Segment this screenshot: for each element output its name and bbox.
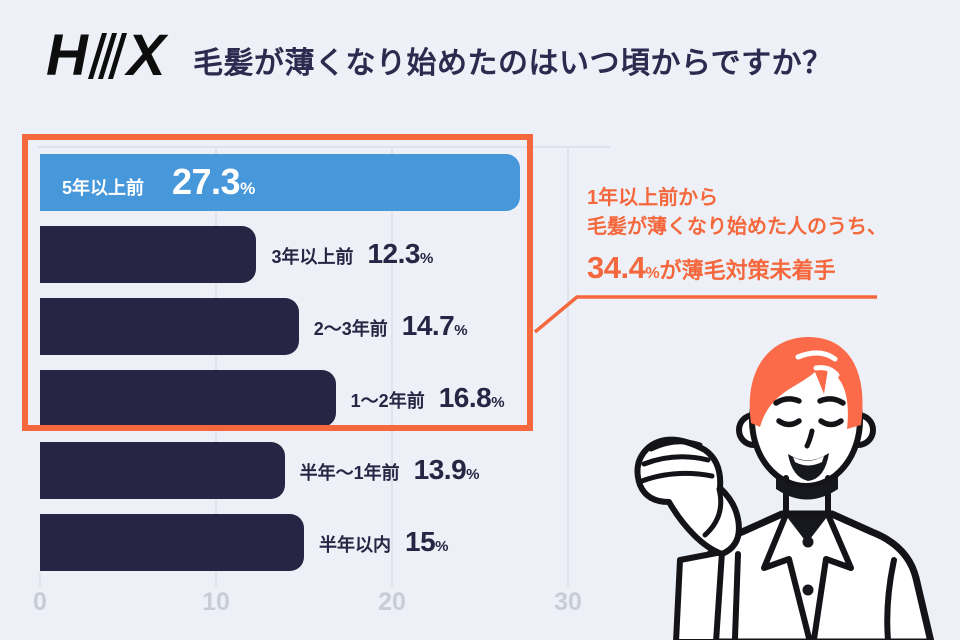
bar-row: 2〜3年前 14.7% bbox=[40, 290, 620, 362]
tick-mark bbox=[215, 574, 217, 586]
percent-sign: % bbox=[491, 394, 505, 411]
value-label: 16.8 bbox=[438, 382, 492, 413]
plot-top-border bbox=[38, 146, 610, 148]
page-title: 毛髪が薄くなり始めたのはいつ頃からですか？ bbox=[193, 47, 833, 80]
bar-半年以内 bbox=[40, 513, 304, 571]
value-label: 15 bbox=[405, 526, 436, 557]
logo-letter-h: H bbox=[46, 23, 88, 88]
bar-1〜2年前 bbox=[40, 369, 336, 427]
doctor-mascot-illustration bbox=[634, 336, 935, 640]
bar-5年以上前: 5年以上前 27.3% bbox=[40, 153, 521, 211]
tick-mark bbox=[391, 574, 393, 586]
bar-3年以上前 bbox=[40, 225, 257, 283]
category-label: 半年以内 bbox=[319, 535, 391, 555]
tick-mark bbox=[39, 574, 41, 586]
percent-sign: % bbox=[240, 179, 256, 198]
gridline bbox=[391, 146, 393, 583]
logo-slashes-icon bbox=[87, 33, 127, 79]
bar-row: 5年以上前 27.3% bbox=[40, 146, 620, 218]
bar-chart: 5年以上前 27.3% 3年以上前 12.3% 2〜3年前 14.7% 1〜2年前 16.8%… bbox=[33, 146, 620, 616]
bar-row: 3年以上前 12.3% bbox=[40, 218, 620, 290]
value-label: 13.9 bbox=[413, 454, 467, 485]
annotation-line-1: 1年以上前から bbox=[587, 187, 719, 209]
percent-sign: % bbox=[435, 538, 449, 555]
hix-logo: H X bbox=[46, 23, 166, 88]
bar-label: 半年〜1年前 13.9% bbox=[300, 454, 480, 486]
gridline bbox=[215, 146, 217, 583]
annotation-text: が薄毛対策未着手 bbox=[659, 258, 836, 283]
bar-半年〜1年前 bbox=[40, 441, 285, 499]
bar-2〜3年前 bbox=[40, 297, 299, 355]
category-label: 1〜2年前 bbox=[350, 391, 425, 411]
percent-sign: % bbox=[466, 466, 480, 483]
value-label: 12.3 bbox=[367, 238, 420, 269]
tick-mark bbox=[567, 574, 569, 586]
percent-sign: % bbox=[454, 322, 468, 339]
value-label: 14.7 bbox=[401, 310, 455, 341]
callout-annotation: 1年以上前から 毛髪が薄くなり始めた人のうち、 34.4 % が薄毛対策未着手 bbox=[587, 188, 887, 286]
bar-label: 半年以内 15% bbox=[319, 526, 449, 558]
bar-label: 5年以上前 27.3% bbox=[40, 161, 255, 203]
category-label: 2〜3年前 bbox=[313, 319, 388, 339]
category-label: 半年〜1年前 bbox=[299, 463, 400, 483]
annotation-line-2: 毛髪が薄くなり始めた人のうち、 bbox=[587, 216, 887, 238]
annotation-percent-sign: % bbox=[645, 265, 660, 282]
category-label: 3年以上前 bbox=[271, 247, 354, 267]
value-label: 27.3 bbox=[172, 161, 241, 202]
bar-row: 半年〜1年前 13.9% bbox=[40, 434, 620, 506]
category-label: 5年以上前 bbox=[62, 178, 145, 198]
x-axis-label: 30 bbox=[554, 588, 582, 616]
percent-sign: % bbox=[419, 250, 434, 267]
leader-line bbox=[533, 295, 877, 334]
x-axis-label: 20 bbox=[378, 588, 406, 616]
x-axis-label: 0 bbox=[33, 588, 47, 616]
bar-label: 1〜2年前 16.8% bbox=[351, 382, 505, 414]
bar-label: 2〜3年前 14.7% bbox=[314, 310, 468, 342]
logo-letter-x: X bbox=[126, 23, 166, 88]
gridline bbox=[567, 146, 569, 583]
annotation-value: 34.4 bbox=[587, 250, 646, 285]
bar-row: 半年以内 15% bbox=[40, 506, 620, 578]
x-axis-label: 10 bbox=[202, 588, 230, 616]
highlight-box bbox=[22, 134, 533, 431]
bar-row: 1〜2年前 16.8% bbox=[40, 362, 620, 434]
bar-label: 3年以上前 12.3% bbox=[271, 238, 433, 270]
annotation-line-3: 34.4 % が薄毛対策未着手 bbox=[587, 250, 887, 286]
